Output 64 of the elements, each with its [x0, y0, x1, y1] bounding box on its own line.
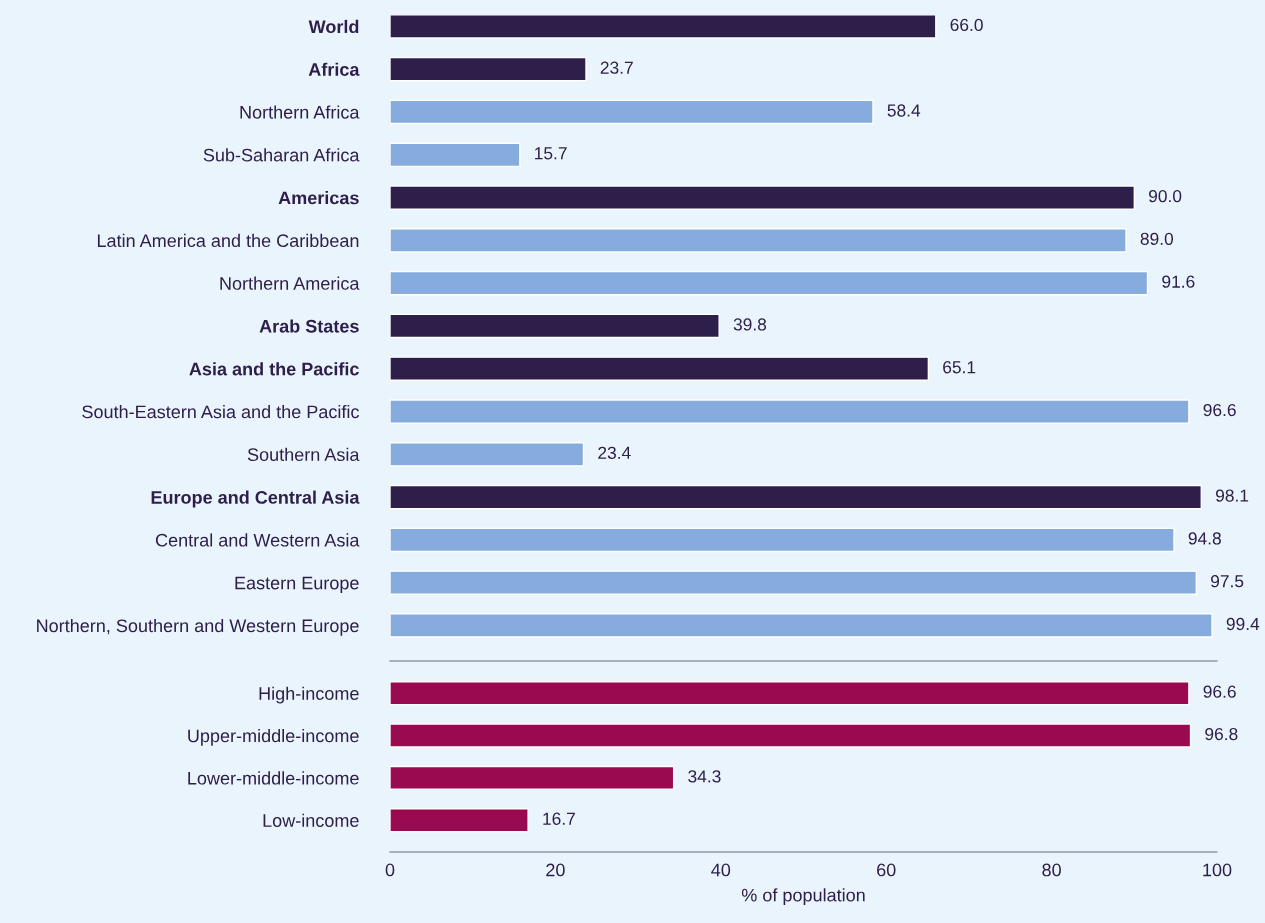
data-label: 65.1 — [943, 361, 976, 374]
bar — [390, 356, 930, 381]
bar — [390, 681, 1190, 706]
bar — [390, 56, 587, 82]
y-tick-label: Europe and Central Asia — [151, 490, 360, 508]
data-label: 39.8 — [733, 318, 767, 331]
data-label: 90.0 — [1149, 189, 1182, 203]
x-tick-label: 40 — [711, 863, 731, 877]
data-label: 66.0 — [950, 18, 983, 32]
y-tick-label: World — [308, 19, 359, 34]
x-tick-label: 0 — [385, 863, 395, 877]
y-tick-label: Eastern Europe — [235, 576, 359, 593]
data-label: 99.4 — [1226, 617, 1260, 631]
bar — [390, 99, 874, 125]
bar — [390, 723, 1192, 748]
data-label: 91.6 — [1162, 275, 1195, 288]
bar — [390, 570, 1198, 595]
data-label: 96.6 — [1203, 685, 1236, 698]
y-tick-label: Africa — [308, 62, 360, 76]
data-label: 98.1 — [1215, 489, 1249, 502]
data-label: 16.7 — [543, 812, 575, 825]
bar — [390, 185, 1135, 210]
y-tick-label: South-Eastern Asia and the Pacific — [82, 404, 359, 419]
bar — [390, 142, 521, 168]
y-tick-label: Southern Asia — [247, 447, 360, 462]
x-tick-label: 60 — [877, 863, 896, 877]
y-tick-label: Lower-middle-income — [188, 771, 359, 785]
data-label: 58.4 — [887, 104, 921, 117]
data-label: 96.8 — [1205, 727, 1238, 741]
data-label: 96.6 — [1203, 403, 1236, 417]
data-label: 94.8 — [1188, 532, 1221, 545]
bar — [390, 399, 1190, 424]
bar — [390, 442, 585, 467]
bar — [390, 484, 1202, 510]
y-tick-label: Low-income — [263, 813, 359, 827]
data-label: 34.3 — [688, 770, 721, 783]
x-axis-title: % of population — [741, 888, 865, 906]
y-tick-label: Northern, Southern and Western Europe — [37, 618, 359, 636]
y-tick-label: High-income — [259, 686, 359, 704]
y-tick-label: Sub-Saharan Africa — [203, 148, 360, 162]
bar — [390, 613, 1213, 638]
data-label: 97.5 — [1211, 575, 1244, 588]
y-tick-label: Northern America — [220, 276, 360, 290]
x-tick-label: 80 — [1042, 863, 1061, 877]
bar — [390, 765, 675, 791]
bar — [390, 228, 1127, 253]
bar — [390, 527, 1175, 553]
y-tick-label: Arab States — [259, 319, 359, 333]
x-tick-label: 20 — [546, 863, 565, 877]
y-tick-label: Americas — [278, 191, 359, 205]
bar — [390, 14, 937, 39]
data-label: 15.7 — [535, 147, 567, 160]
y-tick-label: Northern Africa — [240, 105, 360, 119]
y-tick-label: Central and Western Asia — [155, 533, 360, 547]
data-label: 23.4 — [598, 446, 631, 459]
y-tick-label: Asia and the Pacific — [189, 362, 359, 376]
y-tick-label: Upper-middle-income — [188, 728, 359, 746]
bar — [390, 313, 720, 339]
data-label: 23.7 — [600, 61, 633, 74]
bar — [390, 270, 1149, 296]
x-tick-label: 100 — [1203, 863, 1232, 877]
y-tick-label: Latin America and the Caribbean — [97, 233, 359, 248]
bar — [390, 808, 529, 833]
data-label: 89.0 — [1140, 232, 1174, 246]
